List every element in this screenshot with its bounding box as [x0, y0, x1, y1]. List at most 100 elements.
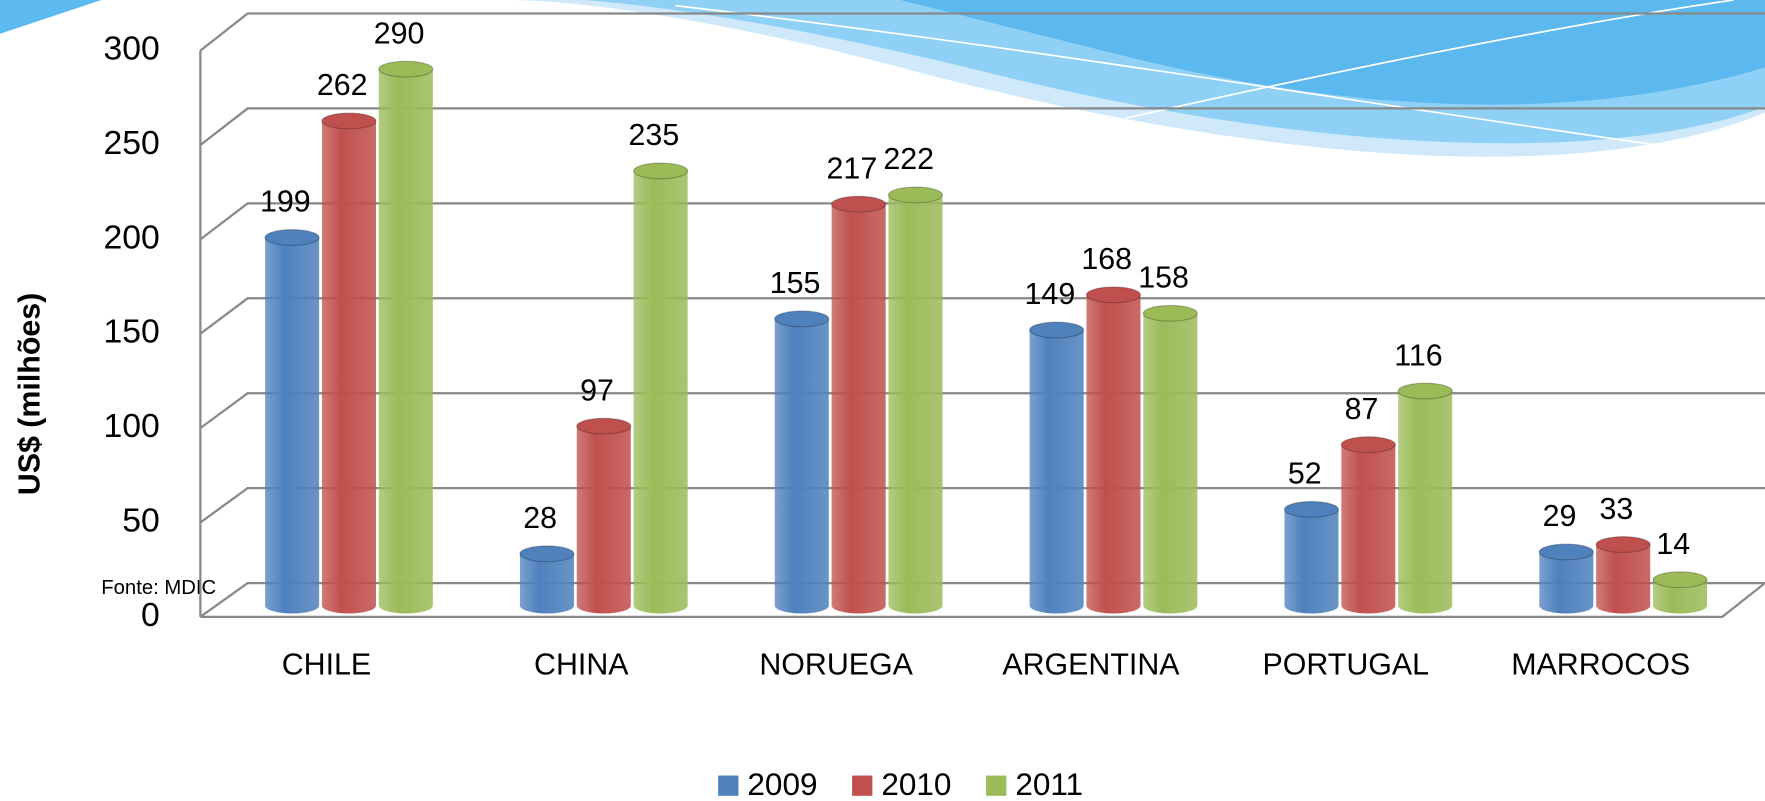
data-label: 33 [1600, 492, 1634, 526]
bar-top [1283, 500, 1340, 518]
bar-top [378, 60, 434, 78]
x-tick-label: NORUEGA [759, 647, 913, 681]
x-tick-label: PORTUGAL [1263, 647, 1430, 681]
bar [774, 310, 830, 614]
bar-body [1143, 313, 1198, 614]
bar [1595, 536, 1651, 614]
bar-top [1652, 571, 1708, 589]
grid-line [199, 202, 1765, 241]
grid-line [199, 392, 1765, 430]
bar [1029, 321, 1085, 614]
bar [576, 417, 632, 614]
bar-body [378, 69, 433, 614]
data-label: 217 [827, 151, 878, 185]
bar [378, 60, 434, 614]
bar [1652, 571, 1708, 614]
bar-top [1538, 543, 1594, 561]
source-note: Fonte: MDIC [101, 577, 216, 599]
y-tick-label: 0 [141, 596, 160, 634]
bar-body [321, 120, 376, 614]
bar-body [1029, 329, 1084, 614]
x-tick-label: CHILE [282, 647, 371, 681]
background-wave [0, 0, 1765, 157]
bar [1283, 500, 1340, 614]
grid-line [199, 487, 1765, 524]
bar [887, 186, 944, 614]
bar [519, 545, 575, 614]
data-label: 155 [770, 266, 821, 300]
bar-body [1341, 444, 1396, 614]
grid-line [199, 12, 1765, 52]
bar-body [888, 194, 943, 614]
bar-top [831, 195, 887, 213]
data-label: 262 [317, 68, 368, 102]
bar-body [265, 237, 320, 614]
bar-top [1340, 436, 1396, 454]
x-tick-label: CHINA [534, 647, 629, 681]
bar-body [1284, 509, 1339, 614]
bar [633, 162, 689, 614]
data-label: 97 [580, 373, 614, 407]
data-label: 235 [629, 118, 680, 152]
data-label: 28 [523, 501, 557, 535]
legend-label: 2009 [747, 766, 817, 801]
bar-body [576, 426, 631, 614]
bar [321, 112, 377, 614]
y-tick-label: 50 [122, 501, 160, 539]
grid-line [199, 581, 1765, 618]
bar-top [264, 229, 320, 246]
bar-body [774, 318, 829, 614]
bar-top [1029, 321, 1085, 339]
bar-body [1652, 579, 1708, 614]
bar-top [774, 310, 830, 328]
bar-top [519, 545, 575, 563]
data-label: 29 [1543, 499, 1577, 533]
bar-body [1596, 544, 1651, 614]
bar [264, 229, 320, 614]
data-label: 87 [1345, 392, 1379, 426]
bar-body [1539, 551, 1594, 614]
y-axis-title: US$ (milhões) [13, 293, 47, 496]
bar-body [519, 553, 574, 614]
legend-swatch [852, 775, 873, 796]
data-label: 52 [1288, 457, 1322, 491]
legend-label: 2011 [1015, 766, 1083, 801]
x-tick-label: ARGENTINA [1002, 647, 1180, 681]
bar [1085, 286, 1142, 614]
x-tick-label: MARROCOS [1511, 647, 1690, 681]
bar-top [1142, 304, 1198, 322]
floor [200, 582, 1765, 618]
bar [1538, 543, 1594, 614]
bar-top [633, 162, 689, 180]
bar-top [1595, 536, 1651, 553]
bar-top [887, 186, 944, 204]
data-label: 158 [1138, 261, 1189, 295]
data-label: 199 [260, 185, 311, 219]
bar [1142, 304, 1198, 614]
bar [831, 195, 887, 614]
data-label: 290 [374, 16, 425, 50]
bar-body [1086, 294, 1141, 614]
data-label: 222 [883, 142, 934, 176]
data-label: 168 [1081, 242, 1132, 276]
y-tick-label: 100 [104, 407, 160, 445]
data-label: 14 [1656, 527, 1690, 561]
bar-top [321, 112, 377, 130]
bar-body [831, 204, 886, 614]
bar [1397, 382, 1453, 614]
legend-swatch [986, 775, 1007, 796]
bar-top [1085, 286, 1142, 304]
y-tick-label: 150 [104, 313, 160, 351]
bar-top [1397, 382, 1453, 400]
grid-line [199, 297, 1765, 335]
y-tick-label: 300 [104, 30, 160, 68]
y-tick-label: 250 [104, 124, 160, 162]
data-label: 149 [1025, 277, 1076, 311]
grid-line [199, 107, 1765, 146]
bar-body [633, 170, 688, 614]
data-label: 116 [1394, 338, 1442, 372]
legend-swatch [718, 775, 739, 796]
bar-top [576, 417, 632, 435]
y-tick-label: 200 [104, 218, 160, 256]
